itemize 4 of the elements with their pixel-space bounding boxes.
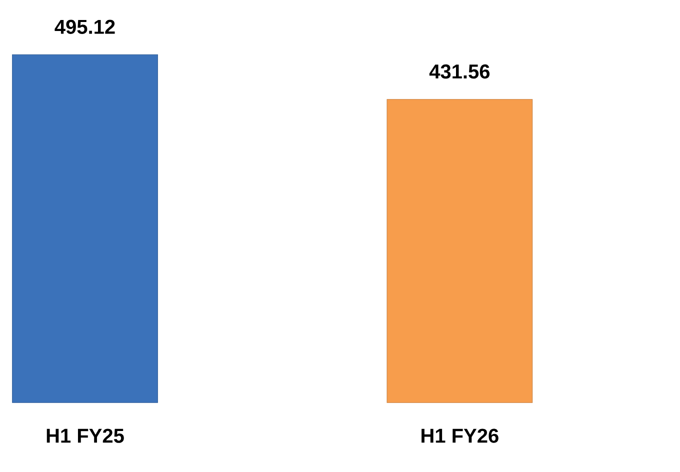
x-tick-label: H1 FY25 — [46, 428, 124, 443]
data-label: 495.12 — [54, 20, 115, 34]
data-label: 431.56 — [429, 64, 490, 79]
x-tick-label: H1 FY26 — [422, 428, 498, 443]
